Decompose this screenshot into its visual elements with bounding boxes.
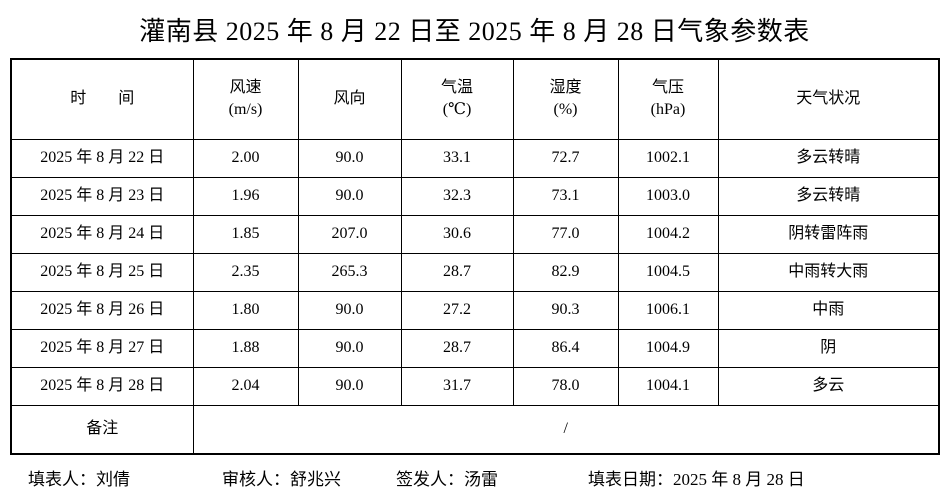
col-header-humidity: 湿度 (%) [512,58,619,140]
col-header-time: 时 间 [10,58,194,140]
table-row: 2025 年 8 月 28 日 2.04 90.0 31.7 78.0 1004… [10,366,940,406]
col-header-time-label: 时 间 [70,90,135,108]
col-header-humidity-label: 湿度 [549,79,582,97]
cell-pressure: 1004.1 [617,366,719,406]
cell-pressure: 1006.1 [617,290,719,330]
cell-humidity: 82.9 [512,252,619,292]
cell-date: 2025 年 8 月 22 日 [10,138,194,178]
table-row: 2025 年 8 月 23 日 1.96 90.0 32.3 73.1 1003… [10,176,940,216]
col-header-weather-label: 天气状况 [796,90,861,108]
col-header-temp: 气温 (℃) [400,58,514,140]
cell-weather: 多云转晴 [717,138,940,178]
cell-weather: 多云 [717,366,940,406]
cell-wind-speed: 2.04 [192,366,299,406]
cell-wind-speed: 1.85 [192,214,299,254]
cell-humidity: 86.4 [512,328,619,368]
remarks-value: / [192,404,940,455]
cell-date: 2025 年 8 月 25 日 [10,252,194,292]
cell-date: 2025 年 8 月 28 日 [10,366,194,406]
cell-wind-dir: 265.3 [297,252,402,292]
cell-date: 2025 年 8 月 24 日 [10,214,194,254]
cell-weather: 中雨转大雨 [717,252,940,292]
cell-humidity: 90.3 [512,290,619,330]
cell-humidity: 73.1 [512,176,619,216]
cell-wind-speed: 1.88 [192,328,299,368]
cell-pressure: 1004.2 [617,214,719,254]
signature-footer: 填表人：刘倩 审核人：舒兆兴 签发人：汤雷 填表日期：2025 年 8 月 28… [0,465,949,495]
table-row: 2025 年 8 月 22 日 2.00 90.0 33.1 72.7 1002… [10,138,940,178]
col-header-pressure: 气压 (hPa) [617,58,719,140]
table-row: 2025 年 8 月 27 日 1.88 90.0 28.7 86.4 1004… [10,328,940,368]
cell-temp: 27.2 [400,290,514,330]
fill-date: 填表日期：2025 年 8 月 28 日 [588,470,805,489]
cell-pressure: 1004.9 [617,328,719,368]
remarks-row: 备注 / [10,404,940,455]
cell-date: 2025 年 8 月 27 日 [10,328,194,368]
col-header-temp-unit: (℃) [442,101,472,119]
col-header-pressure-unit: (hPa) [650,101,686,119]
cell-date: 2025 年 8 月 26 日 [10,290,194,330]
table-header-row: 时 间 风速 (m/s) 风向 气温 (℃) 湿度 (%) 气压 (hPa) [10,58,940,140]
col-header-weather: 天气状况 [717,58,940,140]
cell-temp: 28.7 [400,252,514,292]
cell-temp: 33.1 [400,138,514,178]
cell-pressure: 1003.0 [617,176,719,216]
cell-wind-dir: 90.0 [297,328,402,368]
cell-wind-dir: 90.0 [297,138,402,178]
cell-pressure: 1004.5 [617,252,719,292]
cell-weather: 阴 [717,328,940,368]
cell-wind-dir: 90.0 [297,366,402,406]
col-header-wind-speed: 风速 (m/s) [192,58,299,140]
table-row: 2025 年 8 月 24 日 1.85 207.0 30.6 77.0 100… [10,214,940,254]
weather-table: 时 间 风速 (m/s) 风向 气温 (℃) 湿度 (%) 气压 (hPa) [10,58,940,455]
cell-temp: 32.3 [400,176,514,216]
cell-wind-dir: 90.0 [297,176,402,216]
filled-by: 填表人：刘倩 [28,470,130,489]
table-row: 2025 年 8 月 26 日 1.80 90.0 27.2 90.3 1006… [10,290,940,330]
cell-wind-speed: 2.00 [192,138,299,178]
cell-humidity: 78.0 [512,366,619,406]
cell-wind-speed: 1.96 [192,176,299,216]
cell-wind-dir: 90.0 [297,290,402,330]
cell-temp: 28.7 [400,328,514,368]
cell-weather: 多云转晴 [717,176,940,216]
cell-wind-dir: 207.0 [297,214,402,254]
col-header-wind-dir-label: 风向 [333,90,366,108]
cell-humidity: 72.7 [512,138,619,178]
col-header-wind-dir: 风向 [297,58,402,140]
cell-humidity: 77.0 [512,214,619,254]
cell-date: 2025 年 8 月 23 日 [10,176,194,216]
cell-pressure: 1002.1 [617,138,719,178]
table-row: 2025 年 8 月 25 日 2.35 265.3 28.7 82.9 100… [10,252,940,292]
cell-wind-speed: 1.80 [192,290,299,330]
cell-temp: 30.6 [400,214,514,254]
issued-by: 签发人：汤雷 [396,470,498,489]
cell-temp: 31.7 [400,366,514,406]
reviewed-by: 审核人：舒兆兴 [222,470,341,489]
col-header-humidity-unit: (%) [553,101,578,119]
cell-wind-speed: 2.35 [192,252,299,292]
cell-weather: 阴转雷阵雨 [717,214,940,254]
col-header-temp-label: 气温 [440,79,473,97]
col-header-wind-speed-unit: (m/s) [228,101,263,119]
cell-weather: 中雨 [717,290,940,330]
col-header-pressure-label: 气压 [651,79,684,97]
page-title: 灌南县 2025 年 8 月 22 日至 2025 年 8 月 28 日气象参数… [139,17,810,46]
remarks-label: 备注 [10,404,194,455]
col-header-wind-speed-label: 风速 [229,79,262,97]
